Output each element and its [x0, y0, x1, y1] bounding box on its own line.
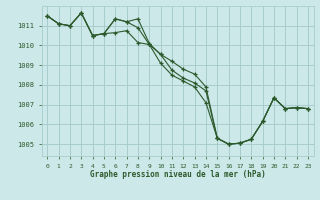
X-axis label: Graphe pression niveau de la mer (hPa): Graphe pression niveau de la mer (hPa) [90, 170, 266, 179]
